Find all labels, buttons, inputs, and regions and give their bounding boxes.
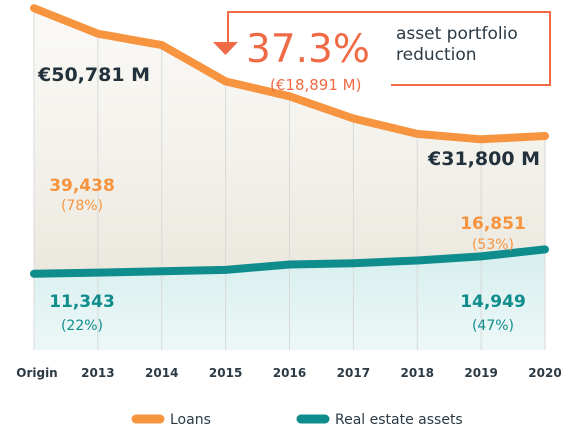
start-total-label: €50,781 M	[37, 64, 150, 86]
x-tick-label: 2017	[337, 366, 370, 380]
x-tick-label: Origin	[16, 366, 57, 380]
reduction-callout: 37.3% asset portfolio reduction (€18,891…	[213, 11, 551, 94]
legend: Loans Real estate assets	[131, 412, 463, 428]
x-axis-ticks: Origin 2013 2014 2015 2016 2017 2018 2019 2020	[16, 366, 561, 380]
reduction-caption-line1: asset portfolio	[396, 24, 518, 44]
start-loans-label: 39,438	[49, 176, 115, 196]
down-arrow-icon	[213, 42, 238, 55]
end-re-label: 14,949	[460, 292, 526, 312]
x-tick-label: 2020	[528, 366, 561, 380]
x-tick-label: 2013	[81, 366, 114, 380]
end-loans-label: 16,851	[460, 214, 526, 234]
x-tick-label: 2019	[464, 366, 497, 380]
x-tick-label: 2014	[145, 366, 178, 380]
x-tick-label: 2015	[209, 366, 242, 380]
loans-line	[30, 4, 549, 144]
x-tick-label: 2018	[401, 366, 434, 380]
end-total-label: €31,800 M	[427, 148, 540, 170]
start-re-label: 11,343	[49, 292, 115, 312]
reduction-percent: 37.3%	[246, 27, 370, 72]
gridlines	[33, 8, 546, 350]
legend-label-loans: Loans	[170, 412, 211, 428]
reduction-caption-line2: reduction	[396, 45, 477, 65]
end-re-pct-label: (47%)	[472, 318, 514, 334]
real-estate-line	[30, 245, 549, 278]
reduction-amount: (€18,891 M)	[270, 76, 361, 94]
legend-label-real-estate: Real estate assets	[335, 412, 463, 428]
end-loans-pct-label: (53%)	[472, 237, 514, 253]
x-tick-label: 2016	[273, 366, 306, 380]
start-re-pct-label: (22%)	[61, 318, 103, 334]
callout-bracket	[227, 11, 551, 86]
series-lines	[30, 4, 549, 278]
start-loans-pct-label: (78%)	[61, 198, 103, 214]
